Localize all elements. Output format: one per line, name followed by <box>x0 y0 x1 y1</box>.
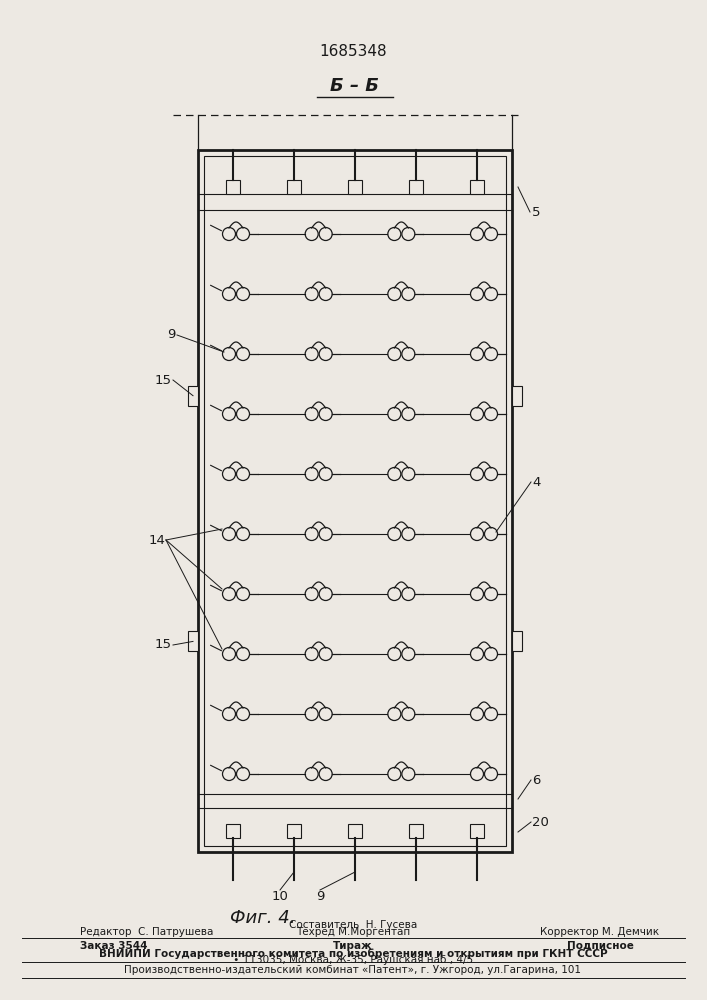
Text: 10: 10 <box>271 890 288 903</box>
Bar <box>226 180 240 194</box>
Bar <box>287 180 301 194</box>
Bar <box>287 824 301 838</box>
Text: Подписное: Подписное <box>566 941 633 951</box>
Bar <box>188 631 198 651</box>
Text: Производственно-издательский комбинат «Патент», г. Ужгород, ул.Гагарина, 101: Производственно-издательский комбинат «П… <box>124 965 581 975</box>
Text: 20: 20 <box>532 816 549 828</box>
Text: 4: 4 <box>532 476 540 488</box>
Bar <box>188 386 198 406</box>
Text: Корректор М. Демчик: Корректор М. Демчик <box>540 927 660 937</box>
Text: 9: 9 <box>168 328 176 342</box>
Bar <box>226 824 240 838</box>
Bar <box>470 180 484 194</box>
Bar <box>198 150 512 852</box>
Bar <box>348 180 362 194</box>
Text: Фиг. 4.: Фиг. 4. <box>230 909 296 927</box>
Text: Техред М.Моргентап: Техред М.Моргентап <box>296 927 410 937</box>
Bar <box>512 631 522 651</box>
Bar <box>204 156 506 846</box>
Text: 9: 9 <box>316 890 325 903</box>
Text: 15: 15 <box>155 373 172 386</box>
Text: ВНИИПИ Государственного комитета по изобретениям и открытиям при ГКНТ СССР: ВНИИПИ Государственного комитета по изоб… <box>99 949 607 959</box>
Text: Б – Б: Б – Б <box>330 77 380 95</box>
Text: 6: 6 <box>532 774 540 786</box>
Bar <box>409 824 423 838</box>
Bar <box>409 180 423 194</box>
Text: 14: 14 <box>148 534 165 546</box>
Text: Заказ 3544: Заказ 3544 <box>80 941 148 951</box>
Text: ∙ 113035, Москва, Ж-35, Раушская наб., 4/5: ∙ 113035, Москва, Ж-35, Раушская наб., 4… <box>233 955 473 965</box>
Text: 5: 5 <box>532 206 540 219</box>
Bar <box>512 386 522 406</box>
Bar <box>470 824 484 838</box>
Text: 15: 15 <box>155 639 172 652</box>
Bar <box>348 824 362 838</box>
Text: Составитель  Н. Гусева: Составитель Н. Гусева <box>289 920 417 930</box>
Text: 1685348: 1685348 <box>319 44 387 60</box>
Text: Тираж: Тираж <box>333 941 373 951</box>
Text: Редактор  С. Патрушева: Редактор С. Патрушева <box>80 927 214 937</box>
